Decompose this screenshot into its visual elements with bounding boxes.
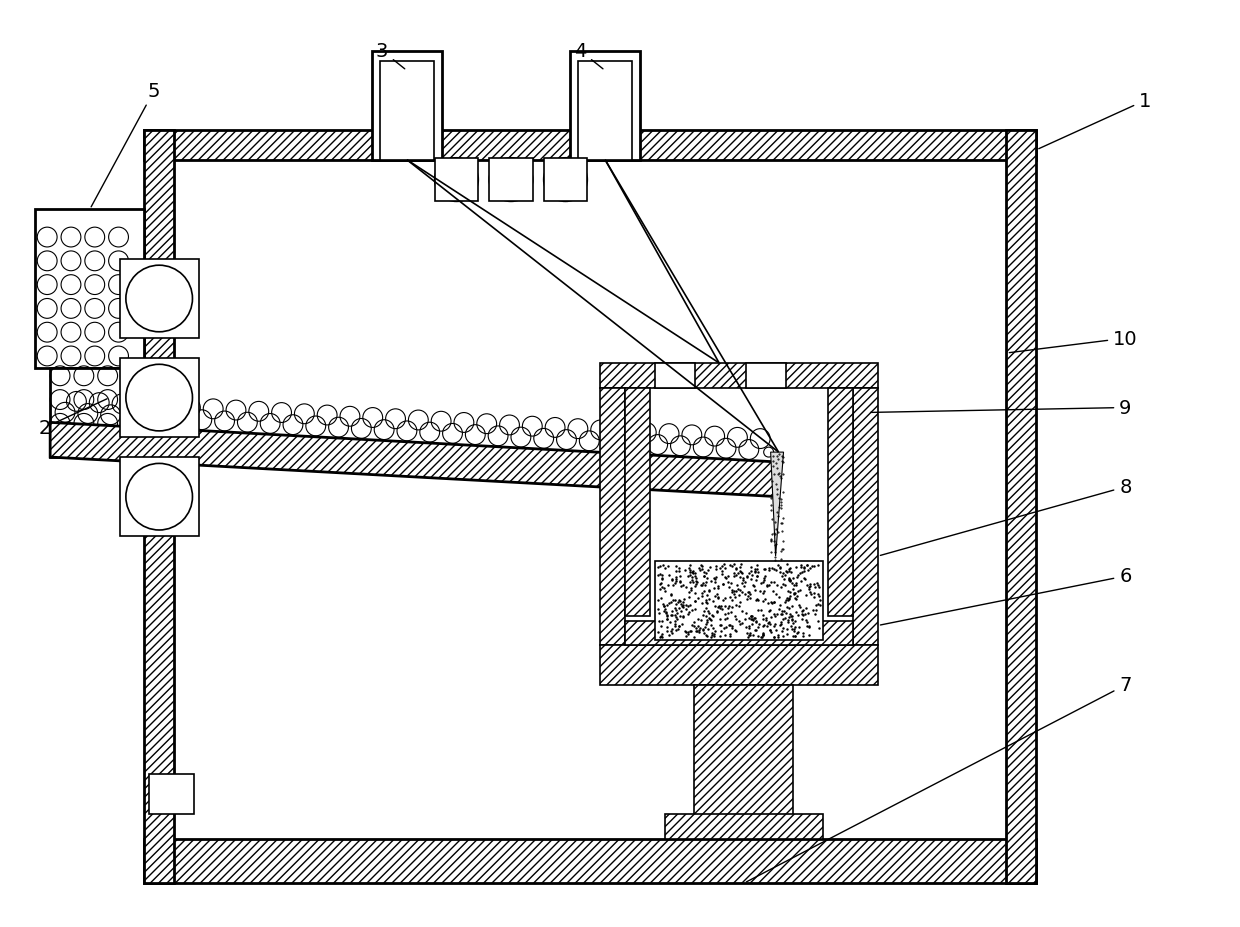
Bar [372, 52, 441, 160]
Text: 1: 1 [1039, 92, 1152, 149]
Text: 9: 9 [870, 399, 1132, 417]
Bar [35, 210, 144, 368]
Bar [625, 388, 650, 616]
Bar [119, 260, 198, 338]
Bar [144, 839, 1037, 883]
Bar [625, 621, 853, 645]
Bar [600, 645, 878, 685]
Bar [655, 562, 823, 641]
Bar [600, 363, 878, 388]
Bar [853, 388, 878, 645]
Bar [490, 159, 533, 202]
Bar [144, 131, 174, 883]
Bar [694, 685, 794, 839]
Text: 3: 3 [376, 43, 404, 70]
Bar [381, 61, 434, 160]
Bar [435, 159, 479, 202]
Bar [570, 52, 640, 160]
Bar [1007, 131, 1037, 883]
Text: 8: 8 [880, 477, 1132, 556]
Bar [144, 131, 1037, 160]
Bar [543, 159, 588, 202]
Text: 10: 10 [1009, 329, 1138, 353]
Bar [600, 388, 625, 645]
Polygon shape [770, 452, 784, 556]
Text: 4: 4 [574, 43, 603, 70]
Bar [50, 368, 129, 458]
Bar [665, 814, 823, 839]
Text: 6: 6 [880, 567, 1132, 626]
Bar [119, 359, 198, 438]
Text: 2: 2 [38, 400, 107, 438]
Polygon shape [50, 423, 779, 497]
Text: 7: 7 [746, 676, 1132, 882]
Text: 5: 5 [91, 82, 160, 208]
Bar [745, 363, 786, 388]
Bar [119, 458, 198, 537]
Bar [655, 363, 696, 388]
Bar [828, 388, 853, 616]
Bar [578, 61, 632, 160]
Bar [149, 774, 193, 814]
